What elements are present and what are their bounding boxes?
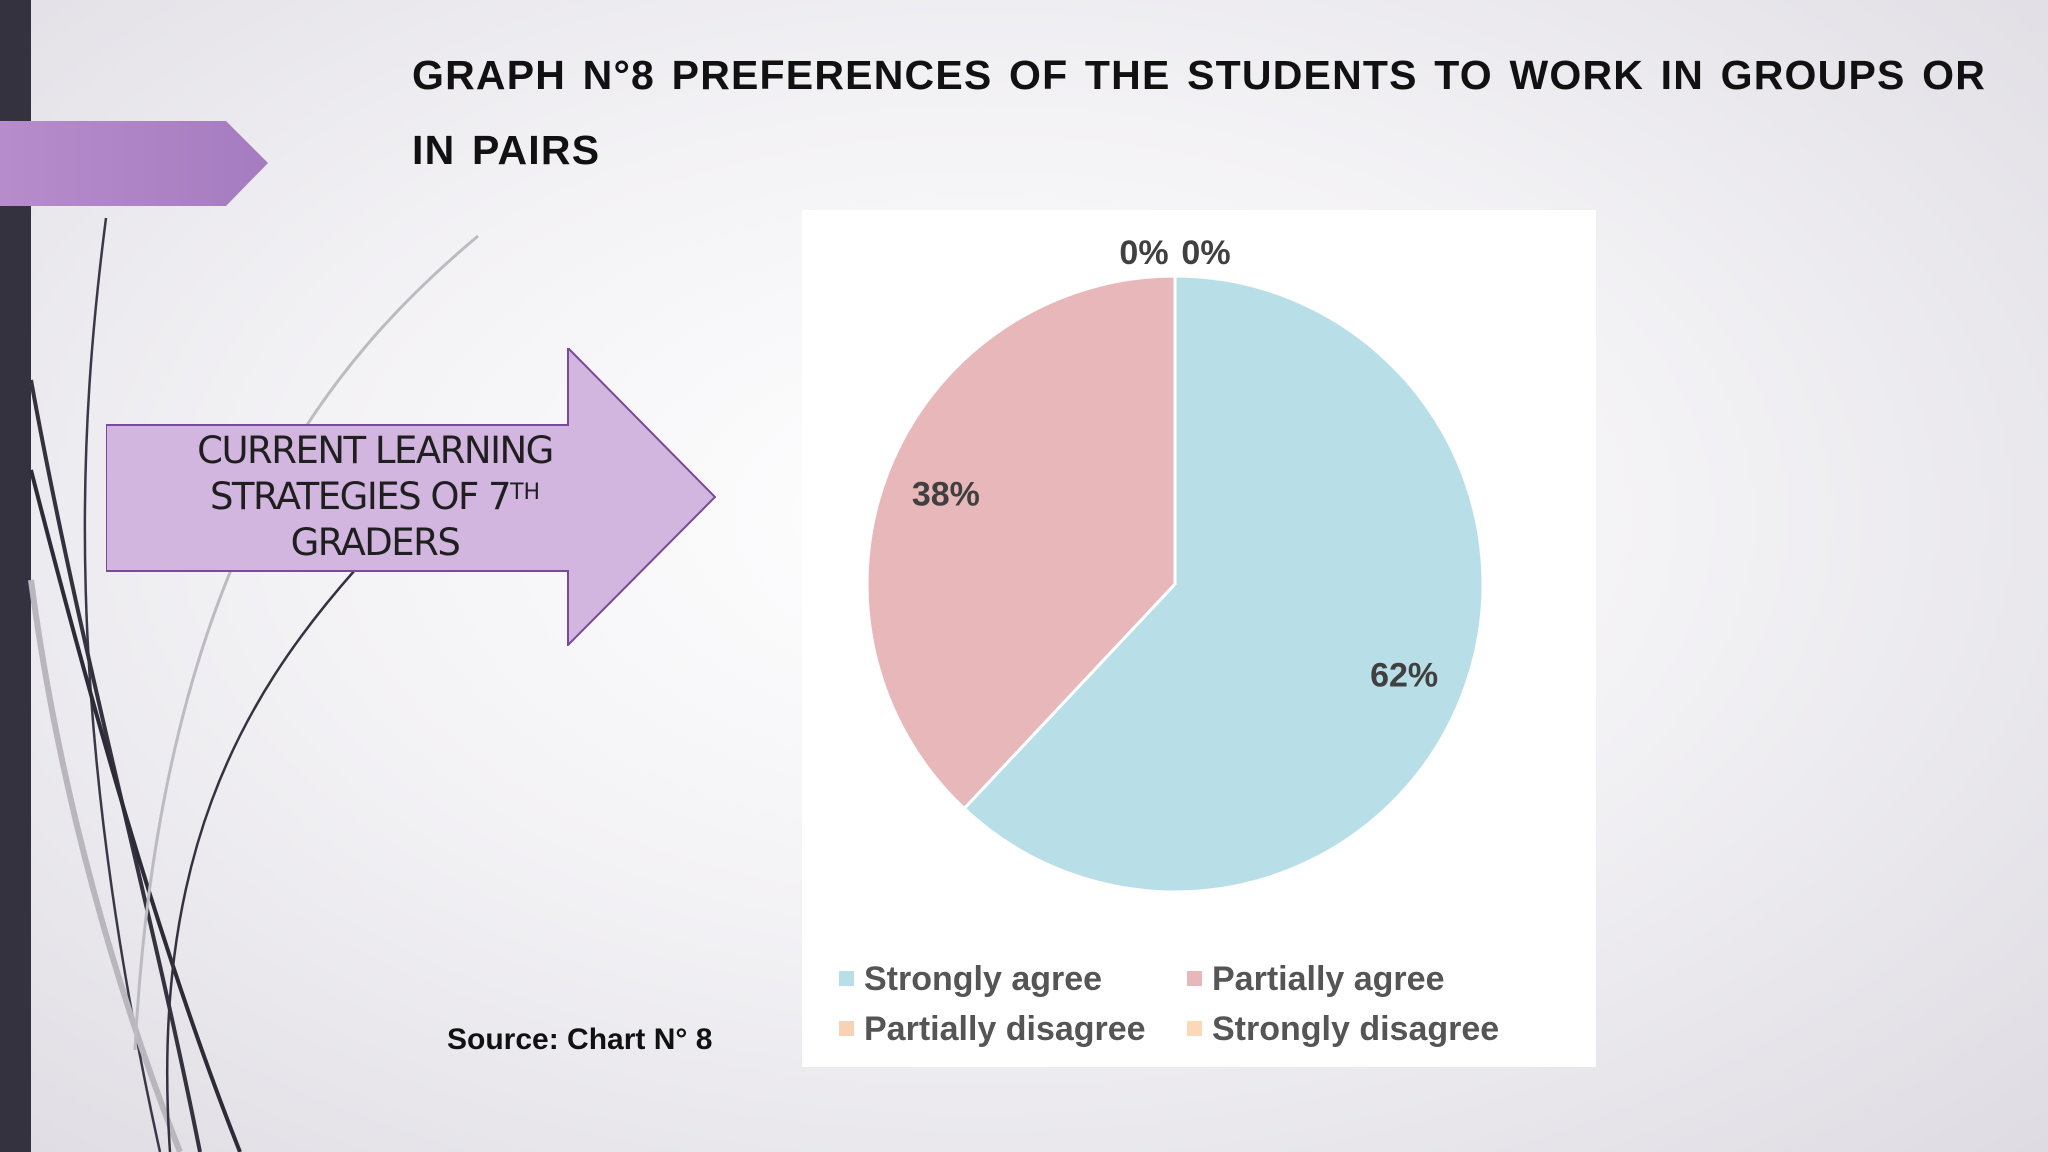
legend-swatch	[839, 1021, 854, 1036]
legend-label: Strongly agree	[864, 960, 1103, 998]
pie-slice-strongly-agree	[962, 274, 1485, 894]
legend-item-strongly-disagree: Strongly disagree	[1187, 1010, 1499, 1049]
legend-swatch	[1187, 1021, 1202, 1036]
data-label-strongly-disagree: 0%	[1181, 234, 1230, 272]
legend-item-strongly-agree: Strongly agree	[839, 960, 1102, 999]
legend-label: Strongly disagree	[1212, 1010, 1500, 1048]
pie-chart: 62% 38% 0% 0%	[865, 234, 1485, 894]
arrow-label-superscript: TH	[510, 480, 541, 505]
pie-slice-partially-agree	[865, 274, 1177, 811]
legend-label: Partially disagree	[864, 1010, 1146, 1048]
source-note: Source: Chart N° 8	[447, 1023, 713, 1056]
accent-tab-shape	[0, 121, 268, 206]
pie-chart-panel: 62% 38% 0% 0% Strongly agree Partially agre…	[802, 210, 1596, 1067]
data-label-strongly-agree: 62%	[1370, 657, 1438, 695]
arrow-label-line1: CURRENT LEARNING	[197, 429, 554, 472]
legend-label: Partially agree	[1212, 960, 1445, 998]
slide-title: GRAPH N°8 PREFERENCES OF THE STUDENTS TO…	[412, 52, 1987, 173]
data-label-partially-agree: 38%	[912, 475, 980, 513]
legend-swatch	[1187, 971, 1202, 986]
arrow-label: CURRENT LEARNING STRATEGIES OF 7TH GRADE…	[120, 428, 630, 566]
legend-item-partially-agree: Partially agree	[1187, 960, 1444, 999]
data-label-partially-disagree: 0%	[1119, 234, 1168, 272]
legend-swatch	[839, 971, 854, 986]
legend-item-partially-disagree: Partially disagree	[839, 1010, 1146, 1049]
arrow-label-line3: GRADERS	[290, 521, 461, 564]
arrow-label-line2-text: STRATEGIES OF 7	[209, 475, 512, 518]
arrow-shape	[106, 348, 716, 646]
arrow-label-line2: STRATEGIES OF 7TH	[120, 474, 630, 520]
